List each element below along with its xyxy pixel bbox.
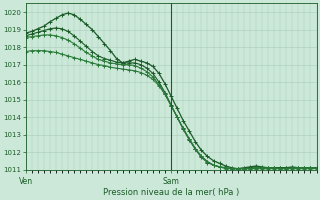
X-axis label: Pression niveau de la mer( hPa ): Pression niveau de la mer( hPa ) bbox=[103, 188, 239, 197]
